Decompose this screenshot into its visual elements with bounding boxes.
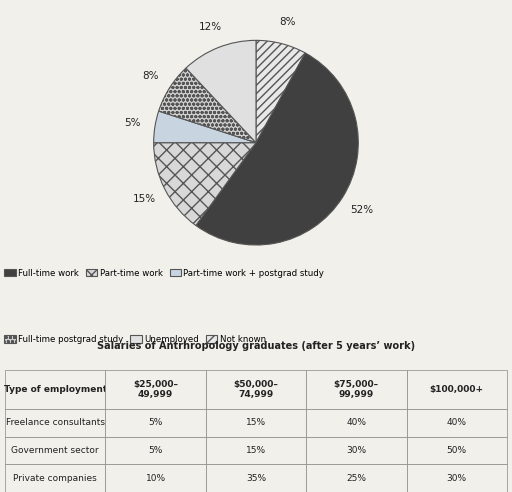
Wedge shape (256, 40, 305, 143)
Text: 5%: 5% (124, 118, 141, 128)
Legend: Full-time postgrad study, Unemployed, Not known: Full-time postgrad study, Unemployed, No… (5, 335, 266, 344)
Wedge shape (154, 143, 256, 225)
Text: 12%: 12% (199, 22, 222, 31)
Text: 8%: 8% (142, 71, 159, 81)
Text: 52%: 52% (350, 205, 373, 215)
Text: 8%: 8% (279, 17, 295, 27)
Wedge shape (154, 111, 256, 143)
Text: 15%: 15% (133, 194, 156, 204)
Text: Salaries of Antrhropology graduates (after 5 years’ work): Salaries of Antrhropology graduates (aft… (97, 341, 415, 351)
Wedge shape (186, 40, 256, 143)
Wedge shape (196, 53, 358, 245)
Wedge shape (159, 68, 256, 143)
